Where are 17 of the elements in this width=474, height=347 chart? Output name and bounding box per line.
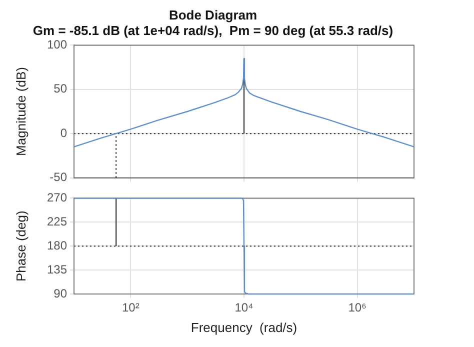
x-axis-title: Frequency (rad/s) — [190, 320, 298, 335]
y-tick-label: 50 — [54, 82, 68, 96]
y-axis-title: Phase (deg) — [13, 210, 28, 282]
y-tick-label: 0 — [60, 126, 68, 140]
y-tick-label: 135 — [46, 262, 68, 276]
y-tick-label: 180 — [46, 238, 68, 252]
y-axis-title: Magnitude (dB) — [13, 67, 28, 156]
x-tick-label: 10⁴ — [234, 300, 254, 315]
y-tick-label: 100 — [46, 38, 68, 52]
chart-subtitle: Gm = -85.1 dB (at 1e+04 rad/s), Pm = 90 deg (at 55.3 rad/s) — [32, 22, 394, 38]
y-tick-label: 90 — [54, 286, 68, 300]
chart-title: Bode Diagram — [168, 7, 258, 22]
x-tick-label: 10⁶ — [348, 300, 367, 315]
y-tick-label: 225 — [46, 214, 68, 228]
y-tick-label: 270 — [46, 190, 68, 205]
x-tick-label: 10² — [122, 300, 140, 315]
y-tick-label: -50 — [50, 170, 68, 184]
